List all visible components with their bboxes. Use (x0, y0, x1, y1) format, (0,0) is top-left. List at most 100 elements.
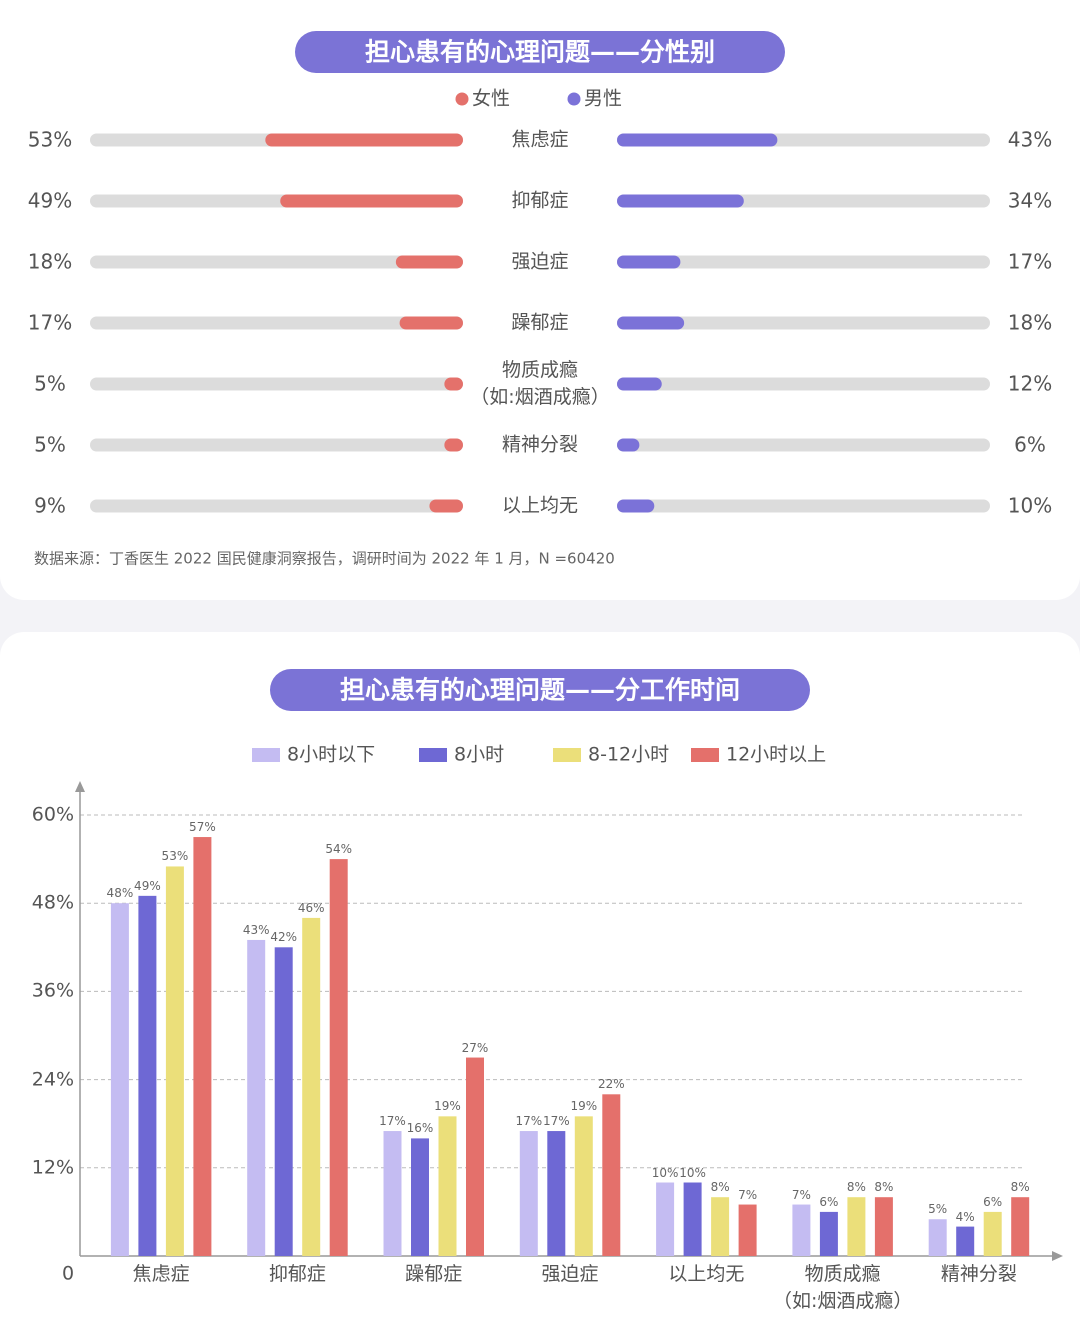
bar (738, 1204, 757, 1256)
value-label: 49% (27, 188, 73, 213)
value-label: 5% (928, 1202, 948, 1217)
bar (617, 255, 681, 269)
bar (280, 194, 463, 208)
value-label: 18% (27, 249, 73, 274)
bar (138, 895, 157, 1256)
bar (1011, 1197, 1030, 1256)
bar (819, 1211, 838, 1256)
title-pill (295, 31, 785, 73)
value-label: 9% (34, 493, 66, 518)
legend-swatch (252, 748, 280, 762)
category-label: 躁郁症 (511, 311, 569, 334)
bar (265, 133, 463, 147)
value-label: 8% (1010, 1180, 1030, 1195)
value-label: 16% (406, 1121, 434, 1136)
x-tick-label: 抑郁症 (268, 1263, 326, 1285)
track (617, 377, 990, 391)
value-label: 17% (542, 1114, 570, 1129)
y-axis-arrow (75, 781, 85, 792)
bar (395, 255, 463, 269)
value-label: 4% (955, 1209, 975, 1224)
value-label: 6% (983, 1194, 1003, 1209)
x-tick-label: 躁郁症 (405, 1263, 463, 1285)
bar (656, 1182, 675, 1256)
bar (874, 1197, 893, 1256)
bar (617, 438, 640, 452)
x-tick-label: 物质成瘾 （如:烟酒成瘾） (772, 1263, 913, 1312)
category-label: 抑郁症 (511, 189, 569, 212)
bar (617, 133, 778, 147)
bar (519, 1131, 538, 1256)
bar (602, 1094, 621, 1256)
title-pill (270, 669, 810, 711)
bar (247, 939, 266, 1256)
x-tick-label: 强迫症 (541, 1263, 599, 1285)
value-label: 19% (434, 1099, 461, 1114)
bar (383, 1131, 402, 1256)
bar (574, 1116, 593, 1256)
value-label: 57% (189, 820, 216, 835)
bar (956, 1226, 975, 1256)
bar (847, 1197, 866, 1256)
x-axis-arrow (1052, 1251, 1063, 1261)
value-label: 17% (27, 310, 73, 335)
bar (792, 1204, 811, 1256)
legend-label: 男性 (584, 87, 623, 110)
value-label: 5% (34, 432, 66, 457)
bar (444, 438, 463, 452)
bar (983, 1211, 1002, 1256)
track (90, 438, 463, 452)
track (90, 377, 463, 391)
bar (617, 316, 685, 330)
value-label: 7% (791, 1187, 811, 1202)
value-label: 48% (106, 886, 134, 901)
value-label: 54% (325, 842, 353, 857)
source-note: 数据来源：丁香医生 2022 国民健康洞察报告，调研时间为 2022 年 1 月… (34, 549, 615, 568)
x-tick-label: 以上均无 (668, 1263, 745, 1285)
legend-dot (567, 92, 581, 106)
value-label: 17% (515, 1114, 543, 1129)
track (617, 438, 990, 452)
legend-swatch (419, 748, 447, 762)
bar (411, 1138, 429, 1256)
bar (399, 316, 463, 330)
track (617, 316, 990, 330)
legend-label: 8-12小时 (588, 743, 670, 766)
bar (193, 837, 212, 1256)
bar (274, 947, 293, 1256)
category-label: 以上均无 (501, 494, 579, 517)
bar (466, 1057, 484, 1256)
bar (429, 499, 463, 513)
category-label: 物质成瘾 （如:烟酒成瘾） (470, 359, 610, 408)
value-label: 10% (651, 1165, 679, 1180)
bar (329, 859, 348, 1256)
bar (547, 1131, 566, 1256)
legend-dot (455, 92, 469, 106)
value-label: 34% (1007, 188, 1053, 213)
value-label: 43% (1007, 127, 1053, 152)
value-label: 42% (270, 930, 298, 945)
chart-title: 担心患有的心理问题——分性别 (364, 37, 716, 67)
y-tick-label: 12% (31, 1156, 74, 1179)
bar (165, 866, 184, 1256)
y-tick-label: 24% (31, 1068, 74, 1091)
value-label: 8% (874, 1180, 894, 1195)
legend-label: 女性 (472, 87, 511, 110)
value-label: 53% (161, 849, 189, 864)
track (90, 255, 463, 269)
category-label: 强迫症 (511, 250, 569, 273)
value-label: 10% (679, 1165, 706, 1180)
value-label: 5% (34, 371, 66, 396)
value-label: 6% (1014, 432, 1046, 457)
value-label: 19% (570, 1099, 598, 1114)
value-label: 22% (597, 1077, 625, 1092)
value-label: 49% (134, 878, 161, 893)
value-label: 8% (846, 1180, 866, 1195)
bar (617, 377, 662, 391)
y-tick-label: 48% (31, 891, 74, 914)
category-label: 焦虑症 (511, 128, 569, 151)
value-label: 18% (1007, 310, 1053, 335)
legend-label: 8小时以下 (287, 743, 376, 766)
x-tick-label: 焦虑症 (132, 1263, 190, 1285)
